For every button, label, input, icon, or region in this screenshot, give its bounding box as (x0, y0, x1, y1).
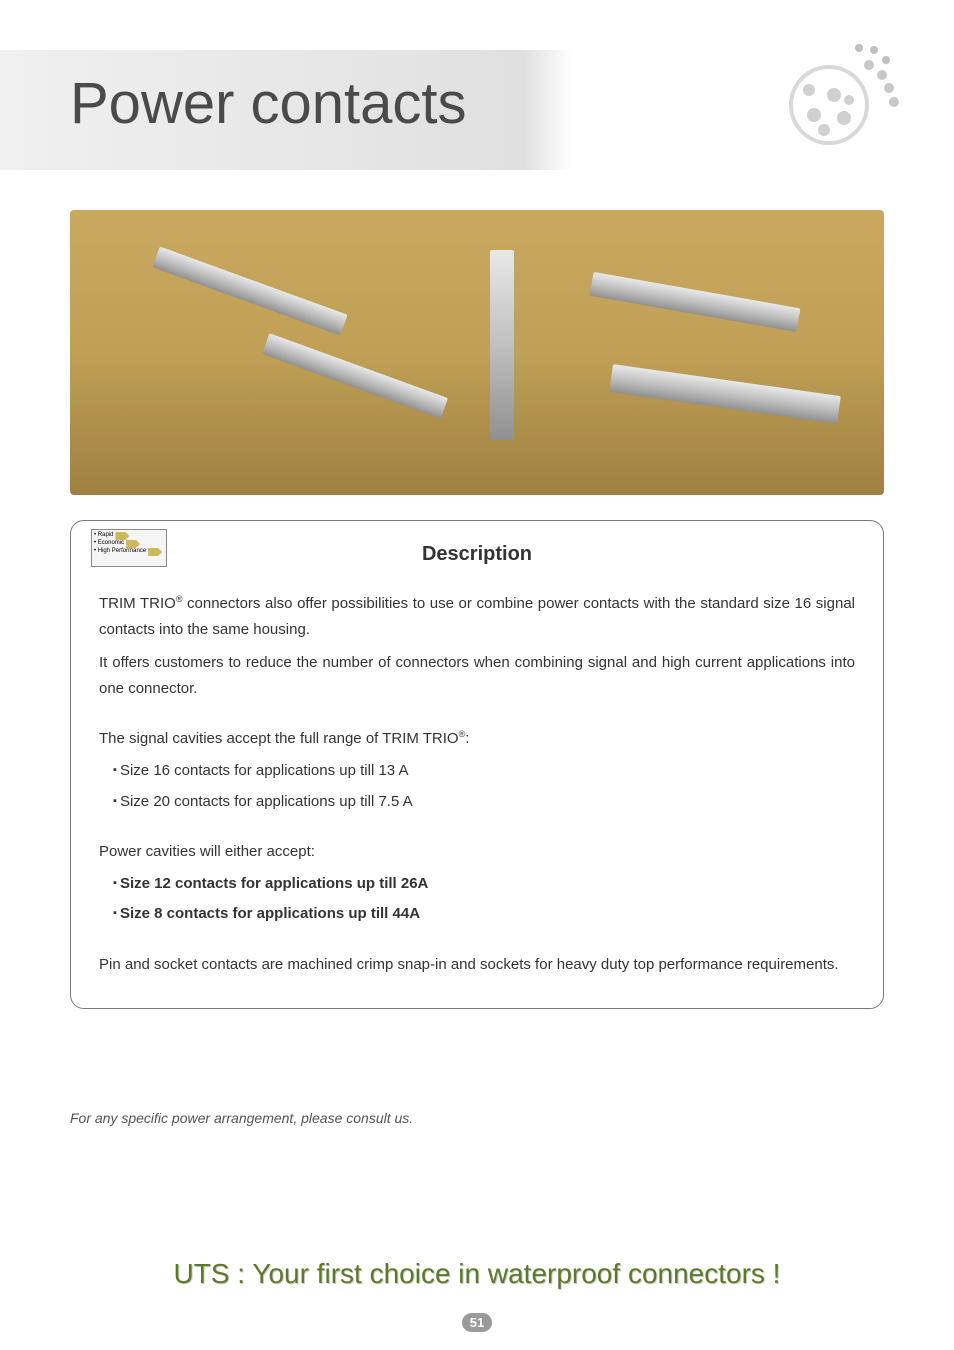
description-heading: Description (99, 543, 855, 566)
arrow-icon (115, 532, 129, 540)
para5: Pin and socket contacts are machined cri… (99, 952, 855, 978)
para1: TRIM TRIO® connectors also offer possibi… (99, 591, 855, 644)
badge-line1: • Rapid (94, 532, 113, 539)
para3-b: : (465, 730, 469, 747)
para1-a: TRIM TRIO (99, 595, 176, 612)
para3: The signal cavities accept the full rang… (99, 726, 855, 752)
performance-badge: • Rapid • Economic • High Performance (91, 529, 167, 567)
description-body: TRIM TRIO® connectors also offer possibi… (99, 591, 855, 978)
description-panel: • Rapid • Economic • High Performance De… (70, 520, 884, 1009)
list-item: Size 16 contacts for applications up til… (113, 758, 855, 784)
list-item: Size 8 contacts for applications up till… (113, 901, 855, 927)
badge-line2: • Economic (94, 540, 124, 547)
arrow-icon (148, 548, 162, 556)
power-bullets: Size 12 contacts for applications up til… (99, 871, 855, 928)
para2: It offers customers to reduce the number… (99, 650, 855, 703)
page-title: Power contacts (70, 70, 467, 137)
list-item: Size 12 contacts for applications up til… (113, 871, 855, 897)
footnote: For any specific power arrangement, plea… (70, 1110, 413, 1126)
para4: Power cavities will either accept: (99, 839, 855, 865)
connector-dots-logo-icon (754, 30, 904, 180)
badge-line3: • High Performance (94, 548, 146, 555)
page-number: 51 (462, 1313, 492, 1332)
list-item: Size 20 contacts for applications up til… (113, 789, 855, 815)
signal-bullets: Size 16 contacts for applications up til… (99, 758, 855, 815)
para1-b: connectors also offer possibilities to u… (99, 595, 855, 638)
page-number-container: 51 (0, 1313, 954, 1332)
description-header: • Rapid • Economic • High Performance De… (99, 535, 855, 573)
product-photo (70, 210, 884, 495)
arrow-icon (126, 540, 140, 548)
tagline: UTS : Your first choice in waterproof co… (0, 1258, 954, 1290)
para3-a: The signal cavities accept the full rang… (99, 730, 459, 747)
